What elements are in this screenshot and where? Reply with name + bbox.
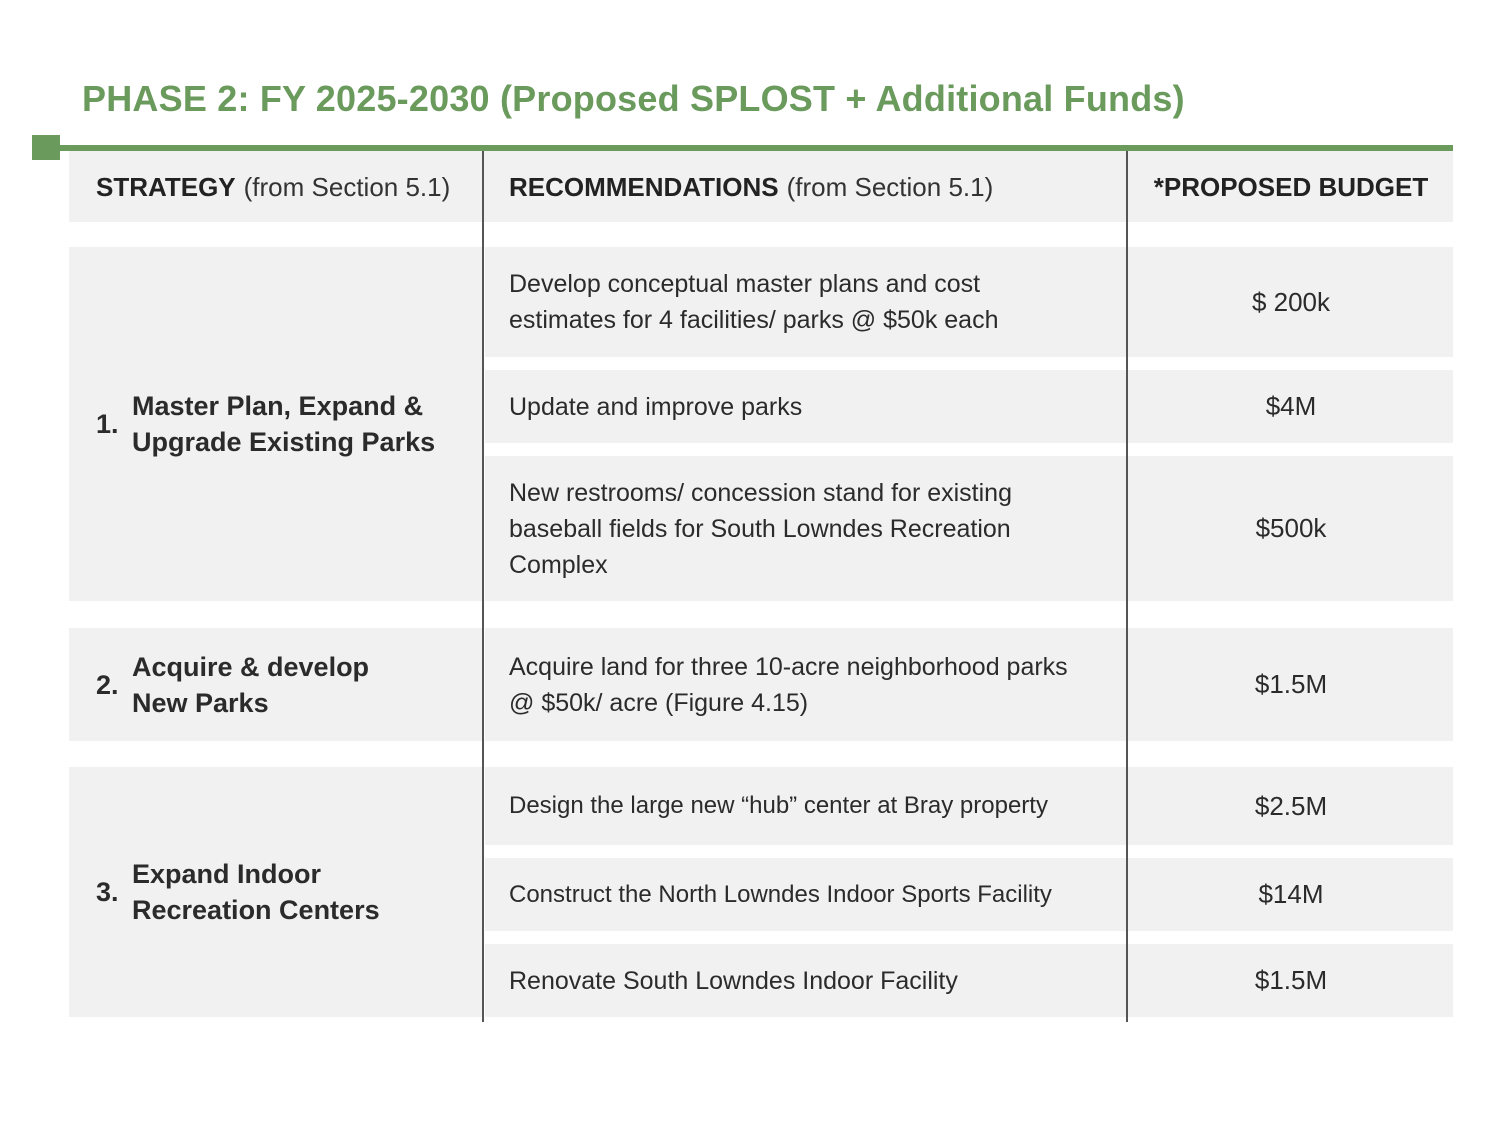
recommendation-1: Develop conceptual master plans and cost… <box>509 247 1114 357</box>
budget-4: $1.5M <box>1254 669 1328 699</box>
header-background <box>69 151 1453 222</box>
strategy-2: 2. Acquire & develop New Parks <box>96 628 466 741</box>
row-2-background <box>485 370 1453 443</box>
recommendation-4: Acquire land for three 10-acre neighborh… <box>509 628 1114 741</box>
recommendation-text: Design the large new “hub” center at Bra… <box>509 792 1048 819</box>
recommendation-text: New restrooms/ concession stand for exis… <box>509 478 1012 579</box>
header-recommendations: RECOMMENDATIONS (from Section 5.1) <box>509 152 993 222</box>
strategy-1: 1. Master Plan, Expand & Upgrade Existin… <box>96 247 466 601</box>
recommendation-3: New restrooms/ concession stand for exis… <box>509 456 1114 601</box>
budget-3: $500k <box>1255 513 1327 543</box>
header-strategy-label: STRATEGY <box>96 171 236 202</box>
recommendation-text: Update and improve parks <box>509 392 803 421</box>
column-divider-2 <box>1126 151 1128 1022</box>
recommendation-6: Construct the North Lowndes Indoor Sport… <box>509 858 1114 931</box>
strategy-number: 3. <box>96 877 119 907</box>
recommendation-text: Develop conceptual master plans and cost… <box>509 270 999 334</box>
recommendation-text: Acquire land for three 10-acre neighborh… <box>509 652 1068 717</box>
header-recommendations-label: RECOMMENDATIONS <box>509 171 779 202</box>
budget-7: $1.5M <box>1254 965 1328 995</box>
budget-6: $14M <box>1258 879 1324 909</box>
strategy-label: Acquire & develop New Parks <box>132 651 370 718</box>
header-strategy-note: (from Section 5.1) <box>243 171 451 202</box>
recommendation-text: Construct the North Lowndes Indoor Sport… <box>509 880 1052 908</box>
recommendation-text: Renovate South Lowndes Indoor Facility <box>509 966 958 995</box>
title-underline <box>32 145 1453 151</box>
header-budget: *PROPOSED BUDGET <box>1129 152 1453 222</box>
row-3-background <box>485 456 1453 601</box>
page-title: PHASE 2: FY 2025-2030 (Proposed SPLOST +… <box>82 78 1185 119</box>
budget-1: $ 200k <box>1251 286 1331 317</box>
accent-square <box>32 135 60 160</box>
budget-5: $2.5M <box>1254 790 1328 821</box>
strategy-3-background <box>69 767 483 1017</box>
strategy-2-background <box>69 628 483 741</box>
strategy-1-background <box>69 247 483 601</box>
row-7-background <box>485 944 1453 1017</box>
header-budget-label: *PROPOSED BUDGET <box>1153 171 1429 202</box>
recommendation-5: Design the large new “hub” center at Bra… <box>509 767 1114 845</box>
budget-2: $4M <box>1265 391 1317 421</box>
strategy-3: 3. Expand Indoor Recreation Centers <box>96 767 466 1017</box>
column-divider-1 <box>482 151 484 1022</box>
strategy-label: Expand Indoor Recreation Centers <box>132 859 380 925</box>
recommendation-2: Update and improve parks <box>509 370 1114 443</box>
header-recommendations-note: (from Section 5.1) <box>786 171 994 202</box>
strategy-label: Master Plan, Expand & Upgrade Existing P… <box>132 391 436 457</box>
row-4-background <box>485 628 1453 741</box>
row-6-background <box>485 858 1453 931</box>
row-1-background <box>485 247 1453 357</box>
strategy-number: 1. <box>96 409 119 439</box>
recommendation-7: Renovate South Lowndes Indoor Facility <box>509 944 1114 1017</box>
strategy-number: 2. <box>96 669 119 700</box>
row-5-background <box>485 767 1453 845</box>
header-strategy: STRATEGY (from Section 5.1) <box>96 152 450 222</box>
